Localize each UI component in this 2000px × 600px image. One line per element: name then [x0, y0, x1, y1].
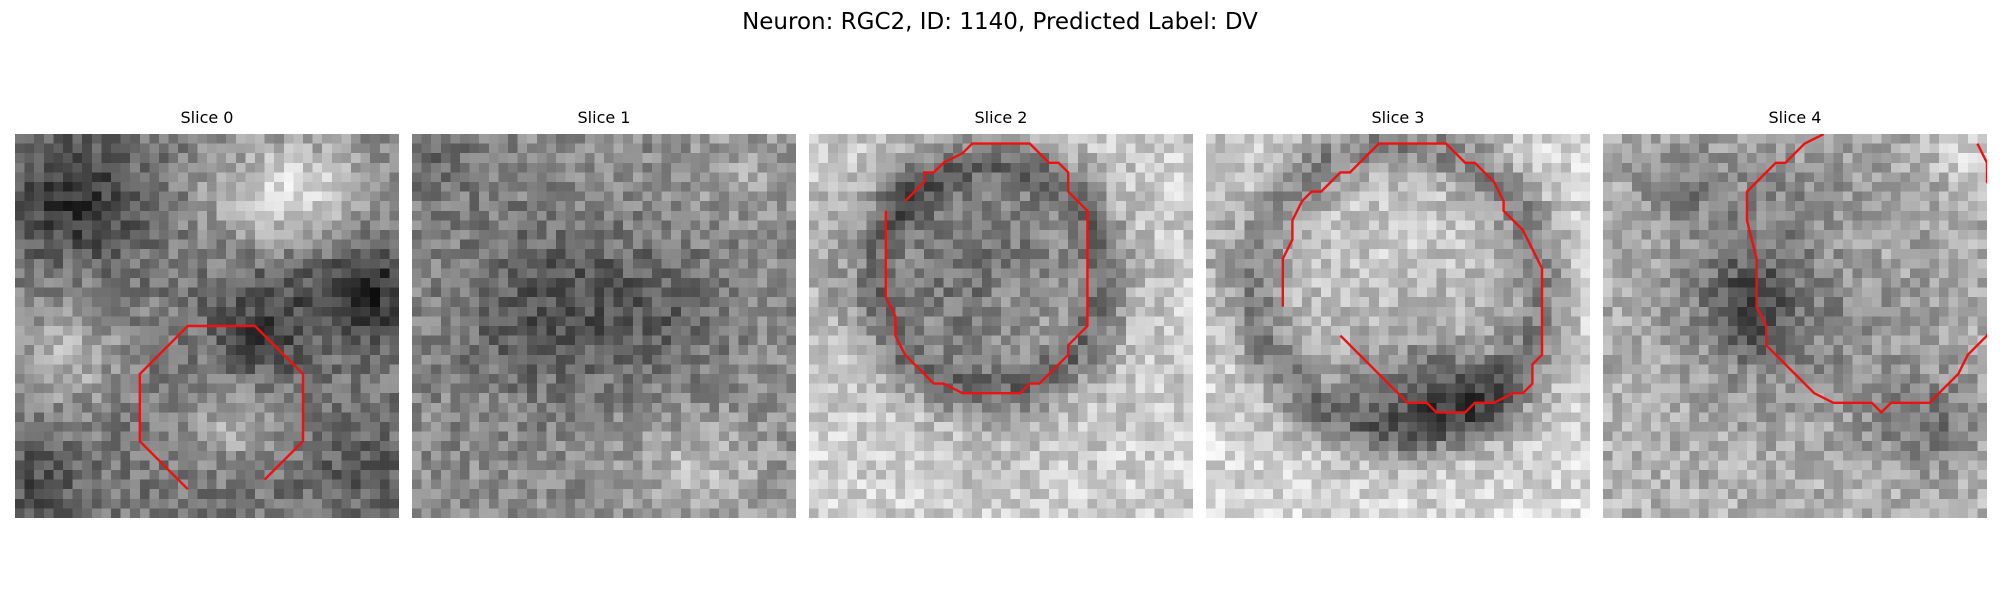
- panel-title: Slice 2: [974, 108, 1028, 127]
- slice-pixels: [1206, 134, 1590, 518]
- segmentation-contour: [884, 142, 1089, 395]
- slice-pixels: [412, 134, 796, 518]
- slice-image-4: [1603, 134, 1987, 518]
- panel-title: Slice 3: [1371, 108, 1425, 127]
- panel-title: Slice 1: [577, 108, 631, 127]
- segmentation-contour: [138, 324, 305, 491]
- slice-image-3: [1206, 134, 1590, 518]
- panel-title: Slice 4: [1768, 108, 1822, 127]
- slice-pixels: [1603, 134, 1987, 518]
- segmentation-contour: [1281, 142, 1544, 414]
- slice-pixels: [809, 134, 1193, 518]
- panel-title: Slice 0: [180, 108, 234, 127]
- slice-image-0: [15, 134, 399, 518]
- slice-image-1: [412, 134, 796, 518]
- figure-title: Neuron: RGC2, ID: 1140, Predicted Label:…: [742, 9, 1258, 35]
- slice-image-2: [809, 134, 1193, 518]
- segmentation-contour: [1745, 134, 1987, 415]
